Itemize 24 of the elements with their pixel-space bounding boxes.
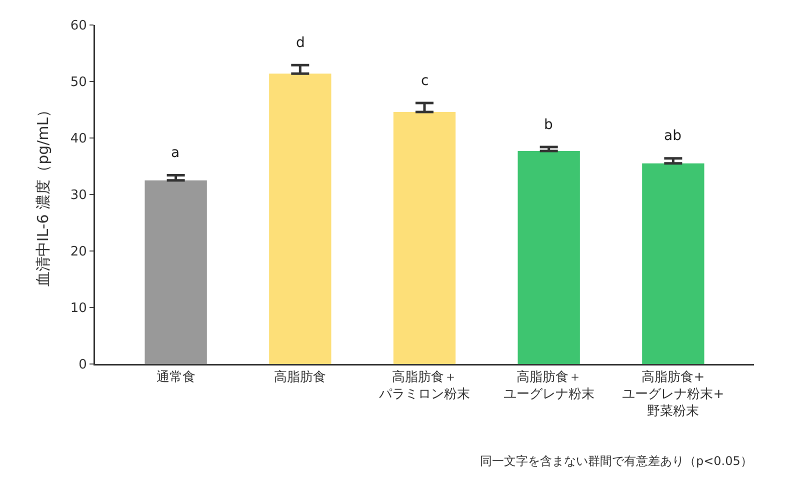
bar — [144, 180, 207, 364]
y-tick-label: 40 — [70, 132, 87, 147]
annotation: a — [171, 145, 180, 161]
bar — [518, 150, 580, 364]
x-tick-label: 高脂肪食＋パラミロン粉末 — [378, 369, 470, 402]
bar — [269, 74, 332, 364]
bar — [642, 163, 704, 364]
y-axis-title: 血清中IL-6 濃度（pg/mL） — [34, 102, 52, 287]
x-tick-label: 高脂肪食+ユーグレナ粉末+野菜粉末 — [622, 369, 724, 419]
annotation: b — [544, 117, 553, 133]
y-tick-label: 50 — [70, 75, 87, 90]
x-tick-label: 高脂肪食＋ユーグレナ粉末 — [503, 369, 594, 402]
annotation: c — [421, 73, 429, 89]
y-tick-label: 30 — [70, 188, 87, 204]
annotation: ab — [664, 128, 682, 144]
y-tick-label: 60 — [70, 18, 87, 34]
y-tick-label: 20 — [70, 244, 87, 260]
y-tick-label: 10 — [70, 301, 87, 316]
y-tick-label: 0 — [78, 358, 87, 373]
x-tick-label: 高脂肪食 — [274, 369, 326, 386]
annotation: d — [296, 35, 305, 51]
text: 同一文字を含まない群間で有意差あり（p<0.05） — [480, 454, 752, 468]
bar — [393, 112, 456, 364]
x-tick-label: 通常食 — [156, 370, 196, 386]
